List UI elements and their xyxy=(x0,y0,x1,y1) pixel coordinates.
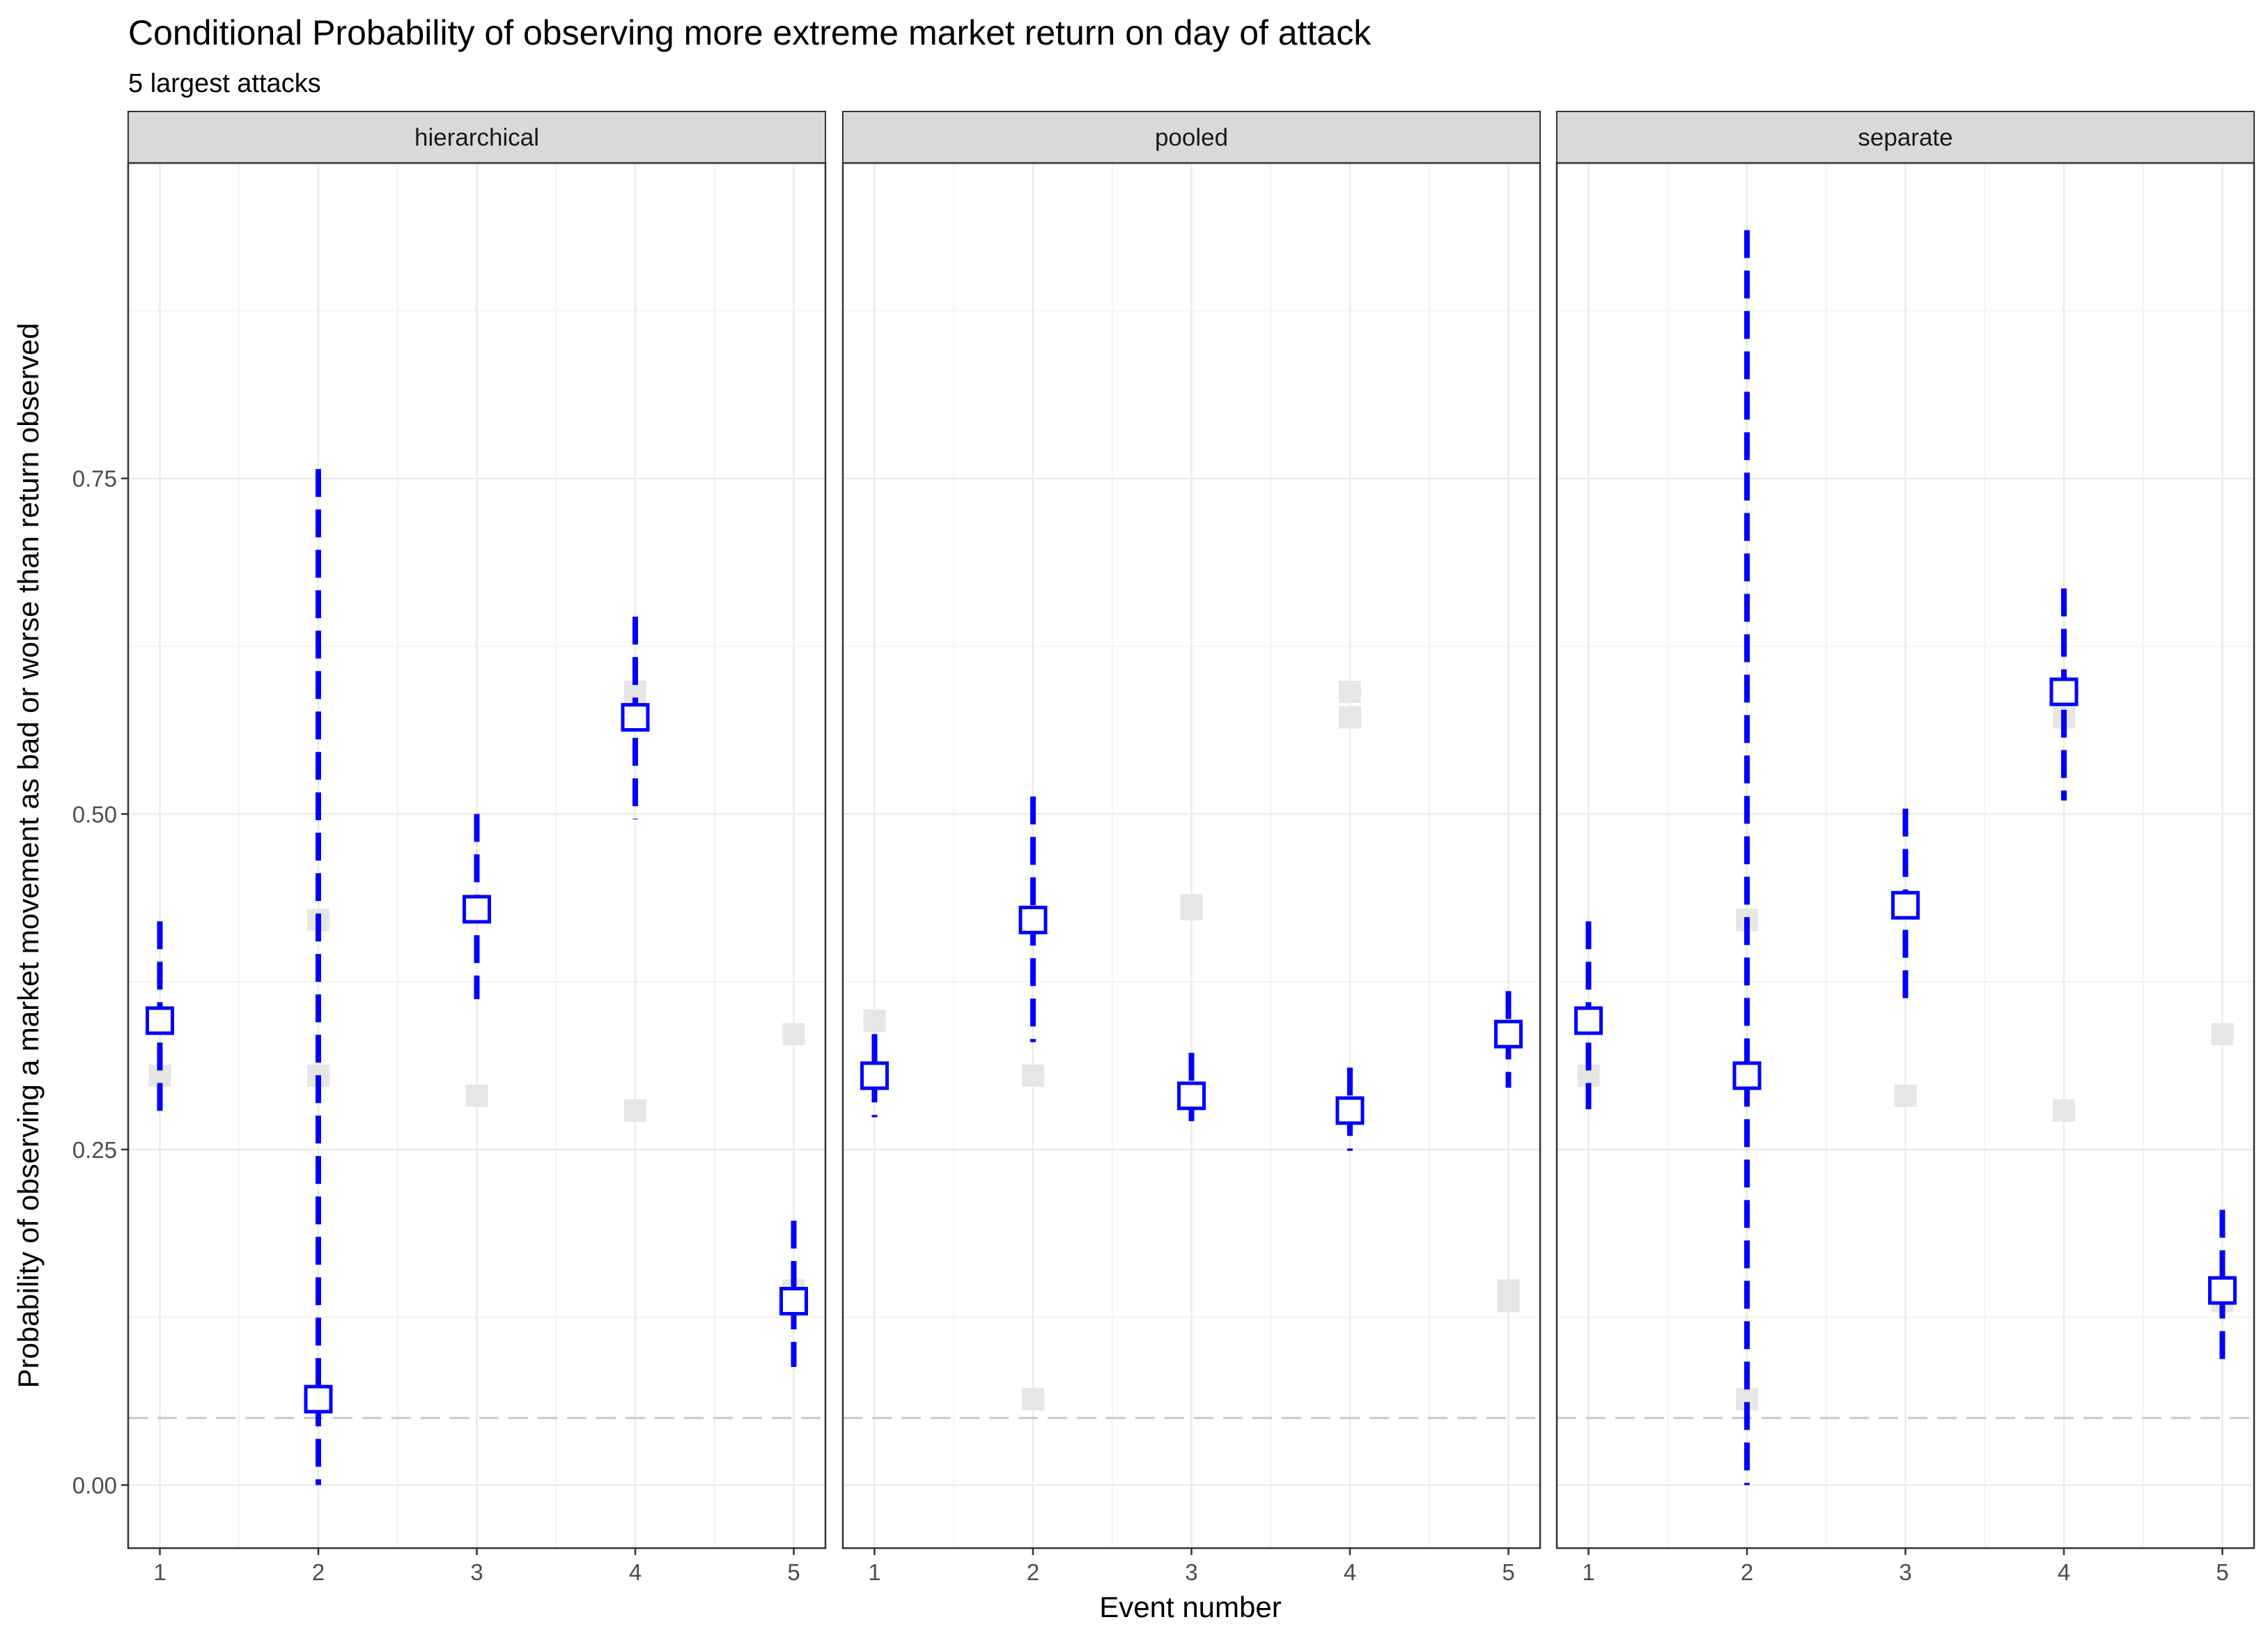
x-tick-label: 1 xyxy=(868,1559,880,1585)
panel-separate: separate 1 2 3 4 5 xyxy=(1555,111,2255,1585)
comparison-point xyxy=(465,1084,488,1107)
panel-hierarchical: hierarchical 1 2 3 4 5 0.00 0.25 0.50 0.75 xyxy=(72,111,827,1585)
comparison-point xyxy=(1022,1388,1044,1411)
strip-label: pooled xyxy=(1155,124,1228,151)
x-tick-label: 5 xyxy=(787,1559,800,1585)
chart-subtitle: 5 largest attacks xyxy=(128,69,321,98)
x-tick-label: 1 xyxy=(153,1559,166,1585)
comparison-point xyxy=(1339,680,1361,703)
y-tick-label: 0.25 xyxy=(72,1137,117,1163)
comparison-point xyxy=(624,1099,646,1122)
comparison-point xyxy=(1022,1064,1044,1087)
strip-background xyxy=(1556,111,2255,164)
strip-label: hierarchical xyxy=(414,124,539,151)
x-tick-label: 1 xyxy=(1582,1559,1594,1585)
estimate-point xyxy=(1574,1006,1603,1035)
estimate-point xyxy=(463,895,491,924)
x-axis-title: Event number xyxy=(1099,1591,1281,1623)
x-tick-label: 2 xyxy=(312,1559,325,1585)
y-tick-label: 0.50 xyxy=(72,801,117,827)
comparison-point xyxy=(782,1023,805,1046)
comparison-point xyxy=(1180,894,1203,917)
panels-layer: hierarchical 1 2 3 4 5 0.00 0.25 0.50 0.75 pooled 1… xyxy=(72,111,2255,1585)
x-tick-label: 3 xyxy=(1899,1559,1911,1585)
comparison-point xyxy=(1339,706,1361,729)
estimate-point xyxy=(1732,1061,1762,1090)
y-tick-label: 0.00 xyxy=(72,1472,117,1498)
x-tick-label: 3 xyxy=(470,1559,483,1585)
estimate-point xyxy=(1891,890,1920,920)
estimate-point xyxy=(1335,1096,1365,1125)
x-tick-label: 4 xyxy=(629,1559,642,1585)
estimate-point xyxy=(1494,1019,1523,1049)
x-tick-label: 3 xyxy=(1185,1559,1197,1585)
strip-label: separate xyxy=(1858,124,1952,151)
comparison-point xyxy=(1894,1084,1917,1107)
strip-background xyxy=(127,111,826,164)
estimate-point xyxy=(146,1006,174,1035)
estimate-point xyxy=(2208,1276,2237,1305)
x-tick-label: 2 xyxy=(1741,1559,1753,1585)
x-tick-label: 4 xyxy=(2058,1559,2070,1585)
estimate-point xyxy=(860,1061,889,1090)
estimate-point xyxy=(779,1287,808,1316)
x-tick-label: 4 xyxy=(1344,1559,1356,1585)
comparison-point xyxy=(1497,1279,1520,1302)
strip-background xyxy=(842,111,1541,164)
estimate-point xyxy=(1177,1081,1206,1111)
x-tick-label: 2 xyxy=(1027,1559,1039,1585)
y-axis-title: Probability of observing a market moveme… xyxy=(12,323,45,1388)
estimate-point xyxy=(621,703,650,732)
x-tick-label: 5 xyxy=(1502,1559,1514,1585)
estimate-point xyxy=(304,1384,333,1414)
estimate-point xyxy=(1018,905,1048,934)
comparison-point xyxy=(863,1009,886,1032)
panel-pooled: pooled 1 2 3 4 5 xyxy=(841,111,1541,1585)
y-tick-label: 0.75 xyxy=(72,466,117,492)
comparison-point xyxy=(2211,1023,2234,1046)
estimate-point xyxy=(2049,677,2079,706)
comparison-point xyxy=(2053,1099,2075,1122)
chart-title: Conditional Probability of observing mor… xyxy=(128,13,1372,52)
x-tick-label: 5 xyxy=(2216,1559,2228,1585)
